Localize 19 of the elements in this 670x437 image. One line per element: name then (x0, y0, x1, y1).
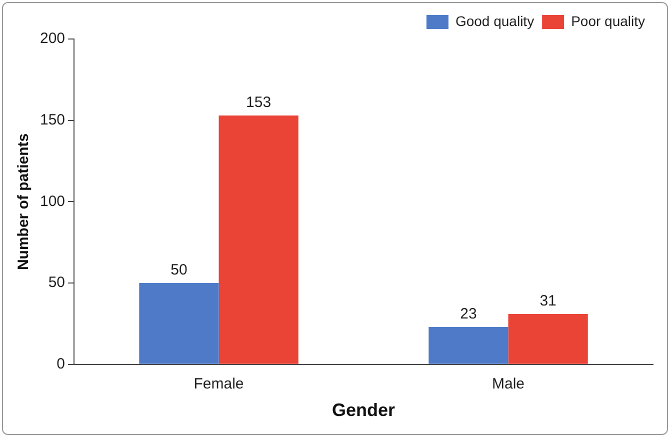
bar (218, 115, 298, 364)
data-label: 50 (170, 262, 188, 279)
y-tick-label: 150 (40, 111, 66, 128)
data-label: 23 (460, 306, 477, 323)
y-tick-label: 0 (56, 356, 66, 373)
bar (508, 314, 588, 364)
bar (139, 283, 219, 364)
bar (428, 326, 508, 364)
data-label: 31 (540, 292, 556, 310)
legend-label: Poor quality (571, 12, 646, 29)
y-tick-label: 100 (40, 192, 66, 210)
data-label: 153 (246, 94, 272, 112)
x-tick-label: Female (194, 376, 244, 393)
y-tick-label: 200 (40, 30, 66, 48)
x-tick-label: Male (492, 376, 525, 393)
legend-label: Good quality (455, 12, 534, 29)
y-tick-label: 50 (48, 274, 66, 292)
x-axis-title: Gender (332, 400, 396, 420)
y-axis-title: Number of patients (15, 133, 32, 270)
